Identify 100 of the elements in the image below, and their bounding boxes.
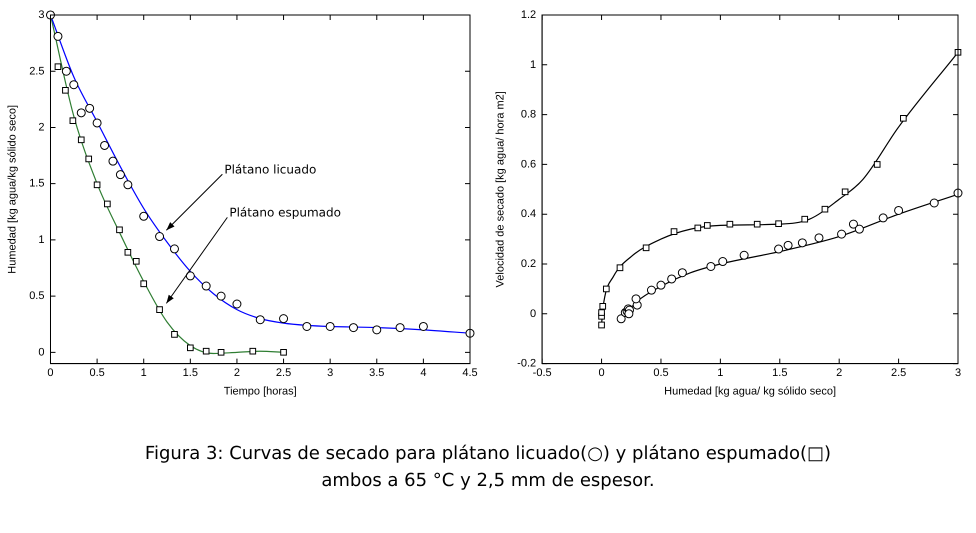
point xyxy=(85,104,94,113)
point xyxy=(837,230,846,239)
point xyxy=(954,49,962,56)
point xyxy=(854,224,864,234)
y-axis-title: Velocidad de secado [kg agua/ hora m2] xyxy=(494,91,507,288)
point xyxy=(775,220,782,227)
point xyxy=(69,80,78,90)
x-tick-label: 1.5 xyxy=(182,367,198,380)
point xyxy=(726,220,734,228)
point xyxy=(156,306,163,313)
point xyxy=(256,315,265,324)
point xyxy=(70,117,76,124)
point xyxy=(116,170,125,180)
point xyxy=(624,309,634,318)
annotation: Plátano espumado xyxy=(229,206,341,220)
x-tick-label: 3 xyxy=(954,367,962,380)
point xyxy=(171,331,178,338)
x-axis-title: Tiempo [horas] xyxy=(224,385,297,398)
point xyxy=(642,244,650,252)
y-tick-label: 0.6 xyxy=(520,158,536,170)
point xyxy=(784,240,793,250)
point xyxy=(598,322,605,328)
x-tick-label: 4 xyxy=(420,367,426,380)
point xyxy=(646,286,656,295)
point xyxy=(140,280,148,288)
point xyxy=(878,213,888,222)
point xyxy=(232,300,242,308)
x-tick-label: 2 xyxy=(234,367,240,380)
point xyxy=(798,238,807,248)
y-tick-label: 0.5 xyxy=(29,290,44,302)
point xyxy=(348,323,358,332)
x-tick-label: 2 xyxy=(836,367,842,380)
point xyxy=(104,200,111,208)
point xyxy=(599,303,606,310)
point xyxy=(76,108,86,118)
point xyxy=(202,282,211,291)
point xyxy=(616,314,626,324)
point xyxy=(116,226,123,234)
y-tick-label: 1 xyxy=(38,234,44,246)
point xyxy=(53,32,62,41)
point xyxy=(667,274,676,284)
x-tick-label: 2.5 xyxy=(276,367,292,380)
point xyxy=(842,188,848,196)
point xyxy=(249,348,256,355)
point xyxy=(85,156,92,162)
point xyxy=(100,140,110,150)
point xyxy=(94,181,100,188)
x-tick-label: 4.5 xyxy=(462,367,478,380)
y-tick-label: 3 xyxy=(38,9,44,22)
point xyxy=(139,212,148,221)
y-tick-label: 0.2 xyxy=(520,258,536,270)
point xyxy=(616,264,624,272)
point xyxy=(302,322,312,331)
y-tick-label: 1.2 xyxy=(520,9,536,22)
y-tick-label: 0.4 xyxy=(520,208,536,220)
point xyxy=(670,228,678,235)
point xyxy=(814,233,824,242)
y-tick-label: 2.5 xyxy=(29,65,44,78)
y-tick-label: 1 xyxy=(530,58,536,71)
y-tick-label: 0 xyxy=(38,346,44,358)
point xyxy=(774,244,784,254)
y-axis-title: Humedad [kg agua/kg sólido seco] xyxy=(6,104,19,274)
point xyxy=(602,286,610,292)
point xyxy=(92,118,102,128)
point xyxy=(280,349,287,356)
point xyxy=(78,136,85,144)
point xyxy=(123,180,132,190)
point xyxy=(108,156,118,166)
point xyxy=(694,224,702,232)
x-tick-label: 0 xyxy=(47,367,54,380)
x-tick-label: 3 xyxy=(327,367,334,380)
y-tick-label: 0 xyxy=(530,308,536,320)
point xyxy=(656,280,666,290)
point xyxy=(54,63,62,70)
x-tick-label: 3.5 xyxy=(369,367,384,380)
point xyxy=(874,161,881,168)
text: Figura 3: Curvas de secado para plátano licuado(○) y plátano espumado(□) ambos a 65 °C y 2,5 mm de espesor. xyxy=(144,442,832,493)
point xyxy=(418,322,428,331)
point xyxy=(706,262,716,271)
point xyxy=(372,325,382,334)
x-tick-label: 0 xyxy=(598,367,605,380)
y-tick-label: 2 xyxy=(38,121,44,134)
x-tick-label: -0.5 xyxy=(532,367,552,380)
point xyxy=(132,258,140,265)
point xyxy=(124,248,132,256)
x-tick-label: 0.5 xyxy=(653,367,669,380)
x-tick-label: 1.5 xyxy=(772,367,788,380)
point xyxy=(930,198,939,208)
point xyxy=(396,323,405,332)
point xyxy=(187,344,194,352)
point xyxy=(801,216,808,223)
y-tick-label: -0.2 xyxy=(517,358,536,370)
point xyxy=(186,271,195,280)
point xyxy=(326,322,335,331)
point xyxy=(279,314,288,324)
point xyxy=(754,220,761,228)
y-tick-label: 1.5 xyxy=(29,178,44,190)
x-axis-title: Humedad [kg agua/ kg sólido seco] xyxy=(664,385,836,398)
point xyxy=(202,348,210,355)
point xyxy=(900,115,907,122)
